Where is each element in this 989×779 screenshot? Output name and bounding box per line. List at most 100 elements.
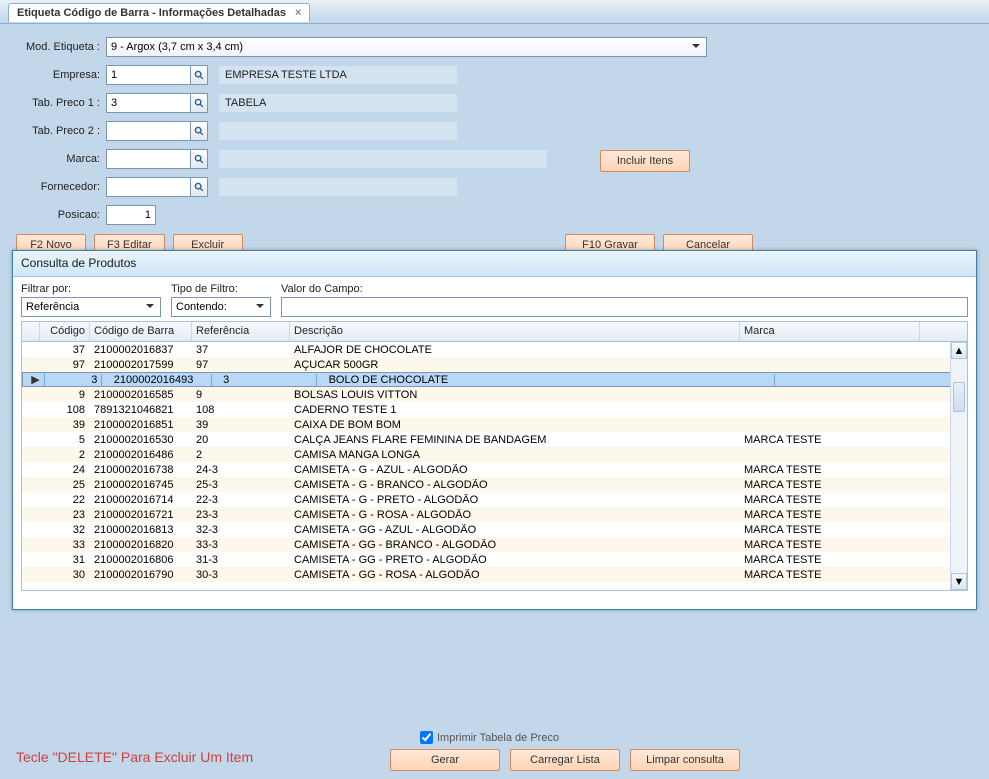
cell-barra: 2100002016493 [110,374,212,386]
cell-codigo: 30 [40,569,90,581]
tab-preco-1-desc: TABELA [218,93,458,113]
tab-preco-2-lookup-button[interactable] [190,121,208,141]
table-row[interactable]: 22210000201671422-3CAMISETA - G - PRETO … [22,492,967,507]
table-row[interactable]: 1087891321046821108CADERNO TESTE 1 [22,402,967,417]
tab-title: Etiqueta Código de Barra - Informações D… [17,7,286,19]
cell-referencia: 3 [219,374,317,386]
cell-descricao: CAMISETA - G - ROSA - ALGODÃO [290,509,740,521]
table-row[interactable]: ▶321000020164933BOLO DE CHOCOLATE [22,372,967,387]
fornecedor-lookup-button[interactable] [190,177,208,197]
cell-marca: MARCA TESTE [740,479,920,491]
fornecedor-input[interactable] [106,177,191,197]
grid-header: Código Código de Barra Referência Descri… [22,322,967,342]
chevron-down-icon [690,41,702,53]
limpar-consulta-button[interactable]: Limpar consulta [630,749,740,771]
cell-descricao: CAMISETA - G - AZUL - ALGODÃO [290,464,740,476]
cell-descricao: ALFAJOR DE CHOCOLATE [290,344,740,356]
cell-codigo: 33 [40,539,90,551]
cell-codigo: 25 [40,479,90,491]
empresa-lookup-button[interactable] [190,65,208,85]
table-row[interactable]: 39210000201685139CAIXA DE BOM BOM [22,417,967,432]
cell-codigo: 9 [40,389,90,401]
row-indicator: ▶ [27,373,45,386]
descricao-header[interactable]: Descrição [290,322,740,341]
imprimir-checkbox-wrap[interactable]: Imprimir Tabela de Preco [420,731,559,744]
table-row[interactable]: 97210000201759997AÇUCAR 500GR [22,357,967,372]
cell-descricao: BOLO DE CHOCOLATE [325,374,775,386]
table-row[interactable]: 32210000201681332-3CAMISETA - GG - AZUL … [22,522,967,537]
scroll-thumb[interactable] [953,382,965,412]
close-icon[interactable]: × [295,7,301,19]
produtos-grid: Código Código de Barra Referência Descri… [21,321,968,591]
codigo-header[interactable]: Código [40,322,90,341]
table-row[interactable]: 921000020165859BOLSAS LOUIS VITTON [22,387,967,402]
table-row[interactable]: 5210000201653020CALÇA JEANS FLARE FEMINI… [22,432,967,447]
table-row[interactable]: 33210000201682033-3CAMISETA - GG - BRANC… [22,537,967,552]
cell-descricao: CAMISETA - G - BRANCO - ALGODÃO [290,479,740,491]
scrollbar[interactable]: ▲ ▼ [950,342,967,590]
tab-etiqueta[interactable]: Etiqueta Código de Barra - Informações D… [8,3,310,22]
marca-header[interactable]: Marca [740,322,920,341]
carregar-lista-button[interactable]: Carregar Lista [510,749,620,771]
cell-referencia: 24-3 [192,464,290,476]
tipo-filtro-value: Contendo: [176,301,227,313]
tipo-filtro-select[interactable]: Contendo: [171,297,271,317]
table-row[interactable]: 30210000201679030-3CAMISETA - GG - ROSA … [22,567,967,582]
cell-descricao: CAIXA DE BOM BOM [290,419,740,431]
gerar-button[interactable]: Gerar [390,749,500,771]
valor-campo-input[interactable] [281,297,968,317]
cell-barra: 2100002016790 [90,569,192,581]
tipo-filtro-label: Tipo de Filtro: [171,283,271,295]
filtrar-por-select[interactable]: Referência [21,297,161,317]
barra-header[interactable]: Código de Barra [90,322,192,341]
posicao-label: Posicao: [16,209,106,221]
table-row[interactable]: 31210000201680631-3CAMISETA - GG - PRETO… [22,552,967,567]
cell-marca: MARCA TESTE [740,434,920,446]
scroll-up-icon[interactable]: ▲ [951,342,967,359]
table-row[interactable]: 221000020164862CAMISA MANGA LONGA [22,447,967,462]
imprimir-checkbox[interactable] [420,731,433,744]
cell-barra: 2100002016851 [90,419,192,431]
marca-lookup-button[interactable] [190,149,208,169]
tab-preco-2-label: Tab. Preco 2 : [16,125,106,137]
table-row[interactable]: 23210000201672123-3CAMISETA - G - ROSA -… [22,507,967,522]
cell-referencia: 39 [192,419,290,431]
cell-referencia: 25-3 [192,479,290,491]
tab-preco-1-lookup-button[interactable] [190,93,208,113]
cell-barra: 2100002016714 [90,494,192,506]
mod-etiqueta-select[interactable]: 9 - Argox (3,7 cm x 3,4 cm) [106,37,707,57]
tab-preco-2-input[interactable] [106,121,191,141]
empresa-input[interactable] [106,65,191,85]
cell-barra: 2100002016530 [90,434,192,446]
marca-input[interactable] [106,149,191,169]
form-panel: Mod. Etiqueta : 9 - Argox (3,7 cm x 3,4 … [0,24,989,266]
chevron-down-icon [144,301,156,313]
table-row[interactable]: 24210000201673824-3CAMISETA - G - AZUL -… [22,462,967,477]
filtrar-por-value: Referência [26,301,79,313]
tab-bar: Etiqueta Código de Barra - Informações D… [0,0,989,24]
cell-referencia: 108 [192,404,290,416]
scroll-down-icon[interactable]: ▼ [951,573,967,590]
referencia-header[interactable]: Referência [192,322,290,341]
posicao-input[interactable] [106,205,156,225]
cell-marca: MARCA TESTE [740,539,920,551]
cell-codigo: 23 [40,509,90,521]
table-row[interactable]: 37210000201683737ALFAJOR DE CHOCOLATE [22,342,967,357]
cell-barra: 2100002016745 [90,479,192,491]
table-row[interactable]: 25210000201674525-3CAMISETA - G - BRANCO… [22,477,967,492]
cell-referencia: 30-3 [192,569,290,581]
incluir-itens-button[interactable]: Incluir Itens [600,150,690,172]
tab-preco-1-input[interactable] [106,93,191,113]
filtrar-por-label: Filtrar por: [21,283,161,295]
cell-codigo: 39 [40,419,90,431]
cell-codigo: 37 [40,344,90,356]
cell-referencia: 22-3 [192,494,290,506]
cell-codigo: 32 [40,524,90,536]
fornecedor-label: Fornecedor: [16,181,106,193]
grid-body[interactable]: 37210000201683737ALFAJOR DE CHOCOLATE972… [22,342,967,591]
cell-barra: 2100002017599 [90,359,192,371]
cell-referencia: 32-3 [192,524,290,536]
cell-barra: 2100002016820 [90,539,192,551]
cell-barra: 2100002016837 [90,344,192,356]
tab-preco-1-label: Tab. Preco 1 : [16,97,106,109]
